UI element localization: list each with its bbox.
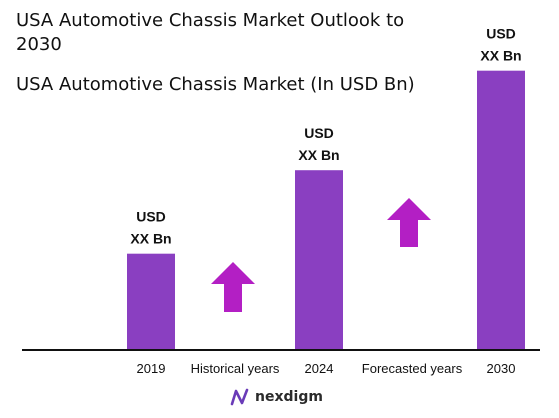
value-label-2024-line2: XX Bn — [298, 147, 339, 163]
value-label-2030-line2: XX Bn — [480, 48, 521, 64]
nexdigm-logo-icon — [230, 388, 249, 406]
brand-name: nexdigm — [255, 389, 323, 405]
tick-label-2030: 2030 — [487, 361, 516, 376]
bar-2019 — [127, 253, 175, 350]
nexdigm-logo: nexdigm — [230, 388, 323, 406]
period-annotation-1: Historical years — [191, 361, 280, 376]
bar-2030 — [477, 70, 525, 351]
chart-title: USA Automotive Chassis Market Outlook to… — [16, 10, 405, 55]
value-label-2024-line1: USD — [304, 125, 334, 141]
value-label-2019-line1: USD — [136, 209, 166, 225]
bar-2024 — [295, 170, 343, 350]
tick-label-2019: 2019 — [137, 361, 166, 376]
growth-arrow-icon-2 — [387, 198, 431, 247]
value-label-2019-line2: XX Bn — [130, 231, 171, 247]
period-annotation-2: Forecasted years — [362, 361, 463, 376]
value-label-2030-line1: USD — [486, 26, 516, 42]
tick-label-2024: 2024 — [305, 361, 334, 376]
chart-subtitle: USA Automotive Chassis Market (In USD Bn… — [16, 74, 415, 95]
growth-arrow-icon-1 — [211, 262, 255, 312]
